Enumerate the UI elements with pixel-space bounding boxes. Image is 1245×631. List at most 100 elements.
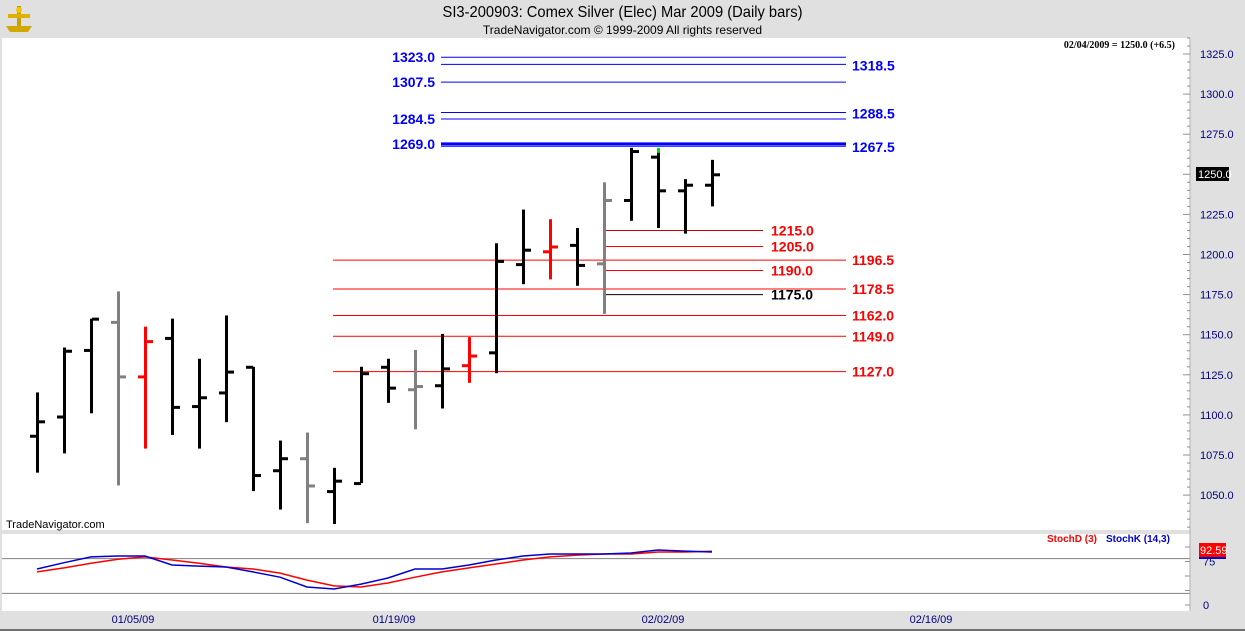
bar-close-tick [578,263,585,267]
ohlc-bar [651,147,666,229]
bar-range [414,349,417,430]
ohlc-bar [624,147,639,221]
legend-stochd: StochD (3) [1047,534,1097,545]
bar-range [36,392,39,473]
bar-range [387,358,390,403]
y-tick-label: 1150.0 [1200,330,1233,342]
bar-range [576,228,579,286]
price-panel [2,38,1190,530]
long-level-label: 1162.0 [852,307,894,323]
bar-close-tick [146,340,153,344]
watermark: TradeNavigator.com [6,519,105,531]
bar-open-tick [273,469,280,473]
bar-close-tick [173,405,180,409]
ohlc-bar [84,317,99,414]
ohlc-bar [111,291,126,486]
current-price-label: 1250.0 [1198,169,1232,181]
ohlc-bar [219,315,234,423]
bar-open-tick [462,364,469,368]
long-level-label: 1196.5 [852,252,894,268]
y-tick-label: 1175.0 [1200,290,1233,302]
bar-close-tick [65,349,72,353]
blue-level-label: 1269.0 [392,136,435,152]
bar-open-tick [138,375,145,379]
y-tick-label: 1225.0 [1200,209,1234,221]
ohlc-bar [678,179,693,234]
bar-range [360,366,363,484]
stoch-y-tick-label: 75 [1203,557,1215,569]
bar-range [279,440,282,510]
ohlc-bar [273,440,288,510]
bar-close-tick [443,367,450,371]
level-lines: 1323.0 1307.5 1284.5 1269.0 1318.5 1288.5 1267… [333,49,895,380]
ohlc-bar [300,432,315,524]
bar-range [225,315,228,423]
bar-close-tick [92,317,99,321]
long-level-label: 1149.0 [852,328,894,344]
chart-title: SI3-200903: Comex Silver (Elec) Mar 2009… [442,4,803,21]
chart-header: SI3-200903: Comex Silver (Elec) Mar 2009… [0,0,1245,38]
y-tick-label: 1325.0 [1200,49,1234,61]
bar-close-tick [713,173,720,177]
y-tick-label: 1100.0 [1200,410,1233,422]
bar-range [90,318,93,414]
bar-range [144,326,147,449]
x-tick-label: 01/19/09 [373,614,416,626]
ohlc-bar [327,467,342,524]
bar-open-tick [489,351,496,355]
ohlc-bar [354,366,369,486]
bar-range [63,347,66,454]
bar-open-tick [516,263,523,267]
bar-open-tick [678,189,685,193]
ohlc-bar [489,243,504,374]
bar-close-tick [605,198,612,202]
bar-range [306,432,309,524]
bar-close-tick [551,245,558,249]
info-readout: 02/04/2009 = 1250.0 (+6.5) [1064,40,1175,51]
y-tick-label: 1300.0 [1200,89,1234,101]
bar-open-tick [30,434,37,438]
bar-open-tick [354,482,361,486]
current-price-marker: 1250.0 [1196,167,1232,181]
bar-close-tick [362,372,369,376]
blue-level-label: 1288.5 [852,106,895,122]
bar-range [522,209,525,285]
x-tick-label: 01/05/09 [112,614,155,626]
bar-open-tick [300,457,307,461]
bar-range [198,358,201,449]
bar-open-tick [543,250,550,254]
bar-close-tick [335,479,342,483]
ohlc-bar [57,347,72,454]
stochastic-indicator: 75 0 [2,546,1215,612]
bar-open-tick [435,384,442,388]
y-tick-label: 1125.0 [1200,370,1233,382]
blue-level-label: 1284.5 [392,111,435,127]
bar-close-tick [497,259,504,263]
bar-range [630,147,633,221]
bar-close-tick [470,354,477,358]
blue-level-label: 1318.5 [852,57,895,73]
long-level-label: 1127.0 [852,364,894,380]
ohlc-bar [381,358,396,403]
bar-range [684,179,687,234]
bar-open-tick [111,320,118,324]
bar-open-tick [327,490,334,494]
bar-open-tick [570,243,577,247]
bar-range [711,159,714,207]
ohlc-bar [30,392,45,473]
ohlc-bar [192,358,207,449]
bar-close-tick [659,189,666,193]
bar-open-tick [381,365,388,369]
blue-level-label: 1307.5 [392,74,435,90]
bar-close-tick [686,183,693,187]
x-tick-label: 02/02/09 [642,614,685,626]
chart-copyright: TradeNavigator.com © 1999-2009 All right… [482,23,763,37]
ohlc-bar [705,159,720,207]
bar-range [171,318,174,435]
bar-close-tick [38,420,45,424]
ohlc-bar [165,318,180,435]
bar-close-tick [416,385,423,389]
trade-navigator-logo-icon [6,6,32,32]
bar-range [333,467,336,524]
